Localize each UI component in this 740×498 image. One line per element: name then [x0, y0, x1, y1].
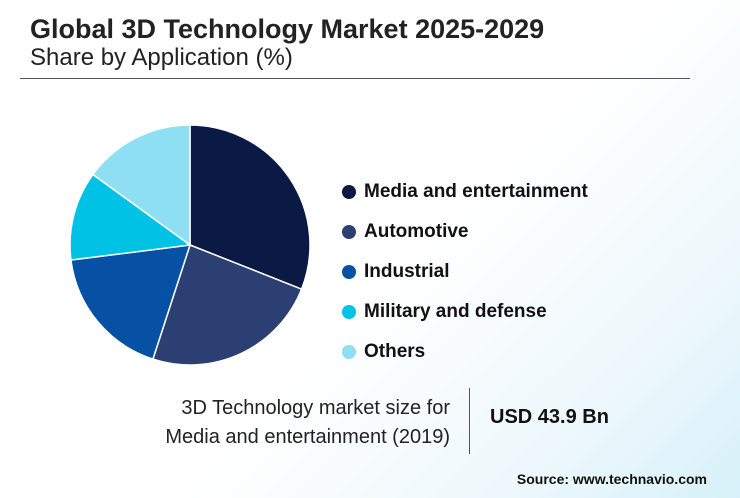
legend-label-automotive: Automotive — [364, 221, 469, 242]
legend-swatch-military-and-defense — [342, 305, 356, 319]
legend-swatch-others — [342, 345, 356, 359]
pie-slice-media-and-entertainment — [189, 124, 311, 291]
pie-slice-automotive — [151, 244, 303, 366]
chart-legend: Media and entertainment Automotive Industr… — [342, 172, 588, 372]
legend-label-industrial: Industrial — [364, 261, 450, 282]
legend-item-others: Others — [342, 332, 588, 372]
pie-slice-others — [91, 124, 191, 247]
legend-item-military-and-defense: Military and defense — [342, 292, 588, 332]
pie-slice-industrial — [70, 244, 192, 361]
legend-item-automotive: Automotive — [342, 212, 588, 252]
market-size-label-line2: Media and entertainment (2019) — [165, 426, 450, 448]
chart-subtitle: Share by Application (%) — [30, 44, 293, 71]
chart-title: Global 3D Technology Market 2025-2029 — [30, 14, 545, 44]
market-size-value: USD 43.9 Bn — [490, 406, 609, 428]
title-divider — [20, 78, 690, 79]
legend-swatch-industrial — [342, 265, 356, 279]
market-size-divider — [469, 388, 470, 454]
market-size-label: 3D Technology market size for Media and … — [100, 394, 450, 452]
legend-swatch-media-and-entertainment — [342, 185, 356, 199]
legend-label-others: Others — [364, 341, 426, 362]
legend-label-military-and-defense: Military and defense — [364, 301, 547, 322]
legend-label-media-and-entertainment: Media and entertainment — [364, 181, 588, 202]
pie-chart — [69, 124, 311, 366]
market-size-label-line1: 3D Technology market size for — [181, 397, 450, 419]
legend-item-industrial: Industrial — [342, 252, 588, 292]
legend-swatch-automotive — [342, 225, 356, 239]
source-note: Source: www.technavio.com — [516, 471, 707, 487]
legend-item-media-and-entertainment: Media and entertainment — [342, 172, 588, 212]
pie-slice-military-and-defense — [69, 173, 192, 261]
